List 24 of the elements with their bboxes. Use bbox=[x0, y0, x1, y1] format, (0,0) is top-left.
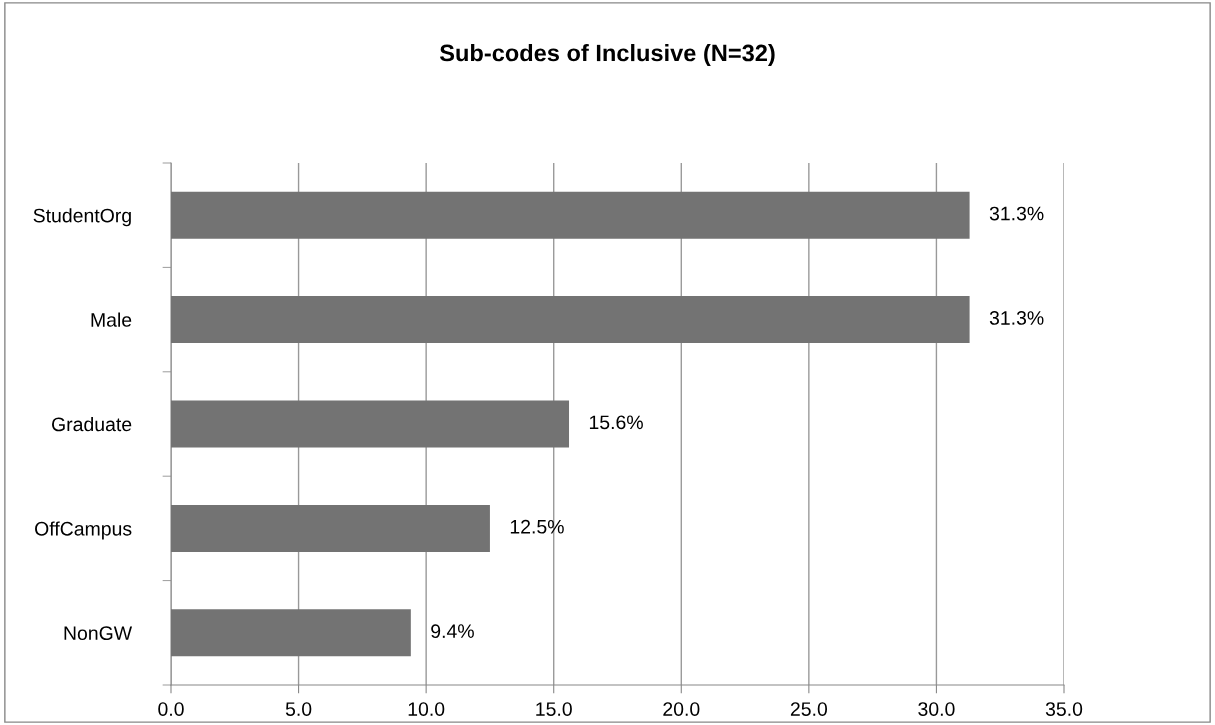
y-tick-label: Graduate bbox=[52, 416, 132, 432]
chart-title: Sub-codes of Inclusive (N=32) bbox=[439, 44, 775, 66]
data-label: 31.3% bbox=[989, 206, 1044, 221]
bar bbox=[171, 296, 970, 344]
y-tick-label: Male bbox=[91, 312, 132, 327]
x-tick-label: 0.0 bbox=[158, 702, 184, 716]
x-tick-label: 20.0 bbox=[663, 702, 700, 716]
data-label: 15.6% bbox=[589, 415, 643, 430]
x-tick-label: 25.0 bbox=[790, 702, 828, 716]
bar bbox=[171, 400, 570, 448]
bar bbox=[171, 504, 490, 552]
bar bbox=[171, 191, 970, 239]
y-tick-label: OffCampus bbox=[35, 521, 132, 540]
x-tick-label: 30.0 bbox=[918, 702, 955, 716]
x-tick-label: 15.0 bbox=[536, 702, 572, 716]
data-label: 9.4% bbox=[431, 624, 474, 639]
data-label: 31.3% bbox=[989, 311, 1044, 325]
data-label: 12.5% bbox=[510, 519, 564, 534]
y-tick-label: StudentOrg bbox=[33, 208, 131, 227]
x-tick-label: 35.0 bbox=[1045, 702, 1083, 716]
x-tick-label: 5.0 bbox=[285, 702, 312, 716]
x-tick-label: 10.0 bbox=[408, 702, 445, 716]
bar bbox=[171, 609, 411, 657]
y-tick-label: NonGW bbox=[64, 626, 133, 641]
